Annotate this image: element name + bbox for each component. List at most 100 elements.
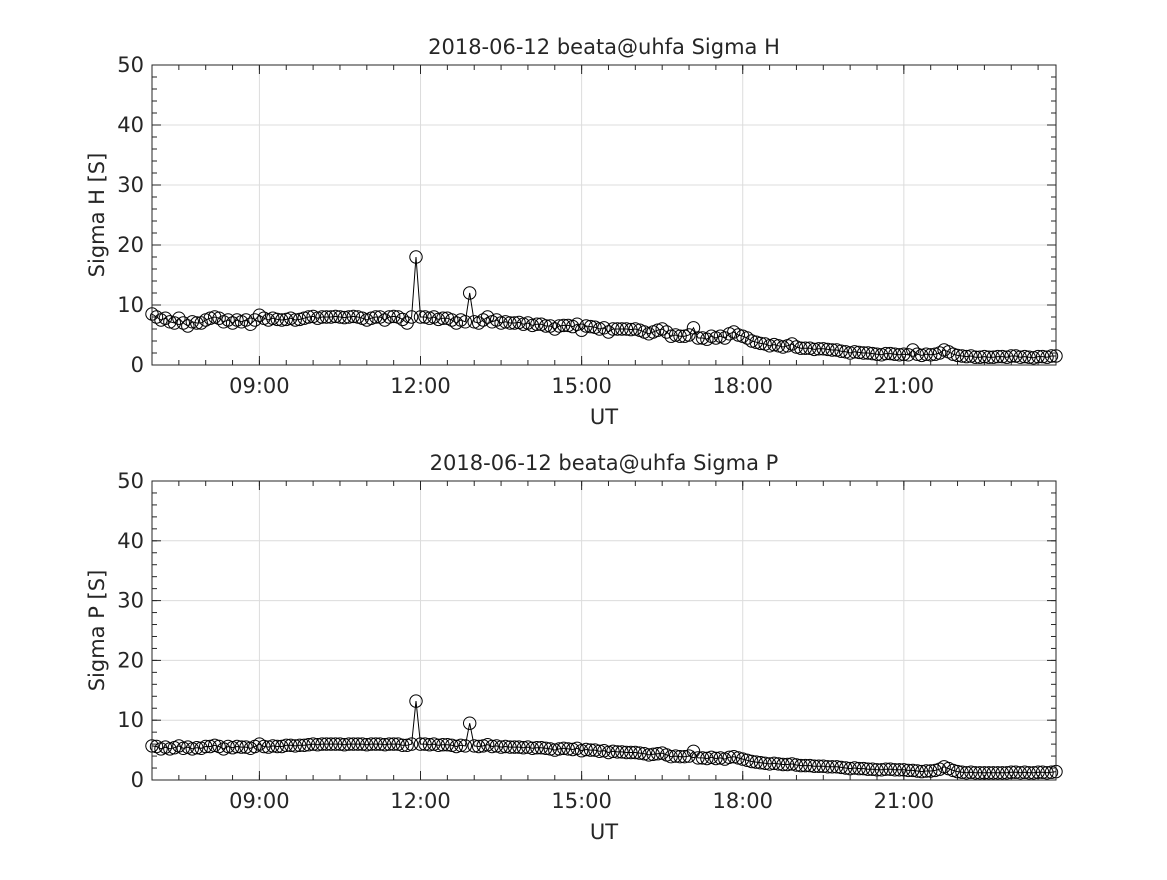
data-point [185,742,200,756]
data-point [825,760,839,774]
data-point [1035,349,1050,364]
data-point [861,346,875,360]
data-point [758,756,772,770]
data-point [973,350,987,364]
data-point [1013,766,1027,780]
data-point [673,329,687,343]
data-point [1044,349,1059,363]
data-point [736,752,750,766]
data-point [655,322,669,336]
data-point [991,766,1005,780]
data-point [843,346,857,360]
data-point [324,737,338,751]
data-point [816,342,830,356]
data-point [342,310,356,324]
data-point [892,763,907,777]
data-point [986,766,1000,780]
data-point [310,311,325,325]
y-tick-label: 30 [117,173,144,197]
data-point [163,742,177,756]
data-point [995,349,1009,364]
data-point [297,738,311,752]
data-point [624,745,638,760]
data-point [163,315,177,329]
data-point [642,748,656,762]
data-point [176,741,191,755]
data-point [431,738,446,752]
data-point [1040,766,1054,780]
data-point [422,738,437,752]
data-point [771,339,786,353]
data-point [485,739,499,754]
x-tick-label: 15:00 [551,789,612,813]
data-point [601,745,616,760]
data-point [628,322,642,336]
data-point [190,316,204,330]
data-point [991,349,1005,364]
data-point [360,738,374,752]
data-point [234,740,249,754]
data-point [1004,765,1018,779]
data-point [521,740,535,754]
data-point [852,345,866,360]
data-point [830,343,844,357]
data-point [158,311,173,325]
data-point [574,323,589,337]
data-point [185,315,200,329]
data-point [319,310,334,324]
data-point [865,346,880,361]
data-point [901,348,915,362]
data-point [395,312,410,327]
data-point [771,757,786,771]
data-point [342,737,356,751]
data-point [897,347,911,361]
data-point [637,747,651,761]
data-point [373,737,387,751]
y-tick-label: 20 [117,233,144,257]
data-point [668,328,683,342]
data-point [986,350,1000,364]
data-point [252,308,267,322]
data-point [346,309,361,324]
data-point [293,738,307,752]
data-point [691,751,705,765]
data-point [847,345,862,359]
data-point [489,739,504,753]
data-point [409,250,423,264]
data-point [279,738,293,752]
data-point [695,751,710,765]
data-point [1017,349,1032,364]
data-point [199,739,213,754]
data-point [418,737,432,751]
data-point [856,346,871,360]
data-point [610,322,625,336]
data-point [673,750,687,764]
data-point [682,328,696,342]
data-point [391,737,405,751]
data-point [557,741,571,755]
data-point [950,348,965,363]
data-point [767,756,781,770]
data-point [982,766,996,780]
data-point [915,348,929,363]
data-point [727,750,741,764]
data-point [293,312,307,327]
data-point [436,311,450,325]
data-point [266,311,280,325]
y-tick-label: 20 [117,648,144,672]
data-point [682,749,696,763]
data-point [512,740,526,754]
data-point [458,315,472,329]
data-point [847,761,862,775]
data-point [1031,765,1045,779]
data-point [740,753,754,767]
data-point [239,740,253,754]
data-point [803,758,817,773]
data-point [583,743,598,757]
data-point [973,766,987,780]
plot-panel-1: 0 10 20 30 40 50 09:00 12:00 15:00 18:00 21:00 2018… [85,35,1063,429]
data-point [1044,765,1059,779]
data-point [892,348,907,362]
data-point [709,751,723,766]
data-point [830,760,844,774]
